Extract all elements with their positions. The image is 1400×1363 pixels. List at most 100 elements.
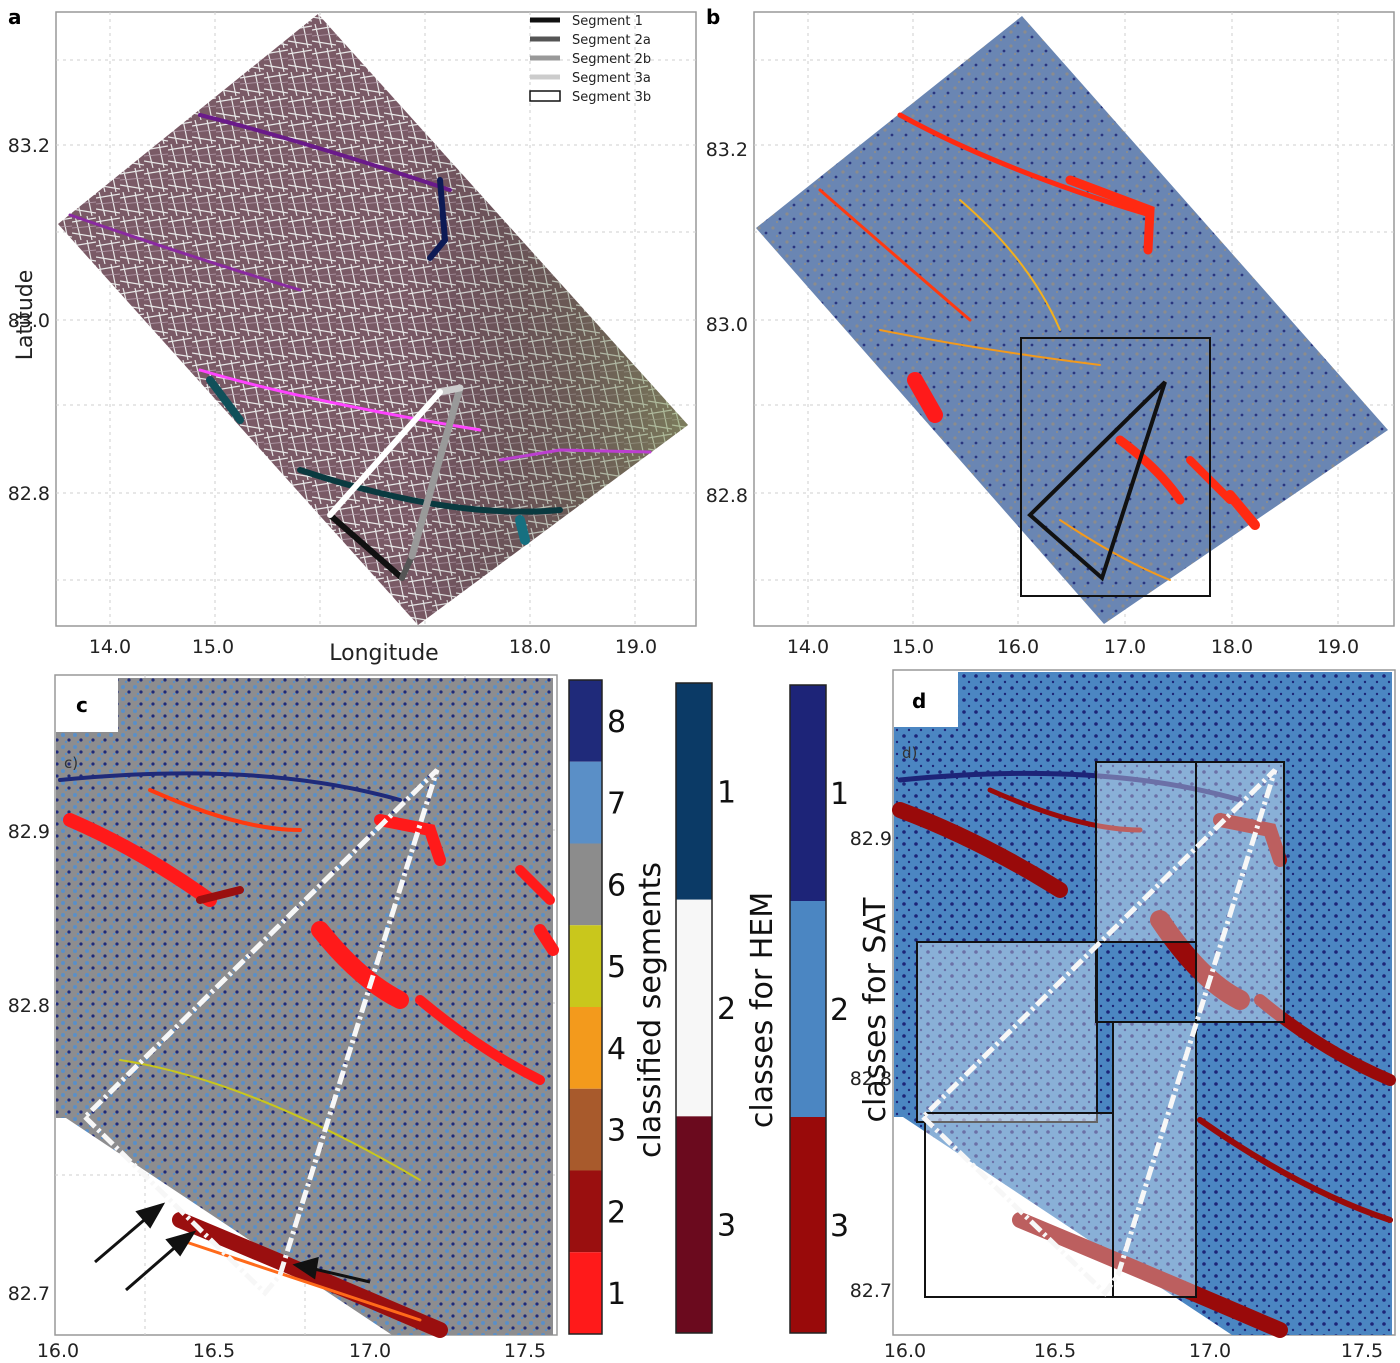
legend-entry: Segment 2b: [572, 52, 651, 67]
a-xtick: 14.0: [89, 636, 131, 658]
colorbar-hem-title: classes for HEM: [745, 892, 780, 1128]
sat-box: [1095, 761, 1197, 943]
panel-a-label: a: [8, 5, 22, 29]
colorbar-swatch: [790, 1117, 826, 1333]
legend-entry: Segment 3a: [572, 71, 651, 86]
panel-d: 16.0 16.5 17.0 17.5 82.9 82.8 82.7 d) d: [850, 669, 1396, 1362]
c-ytick: 82.7: [8, 1283, 50, 1305]
flight-track-outline: [1027, 380, 1167, 582]
b-ytick: 83.0: [706, 314, 748, 336]
panel-a: Segment 1 Segment 2a Segment 2b Segment 3a S…: [8, 5, 697, 666]
colorbar-swatch: [569, 761, 602, 844]
legend-entry: Segment 1: [572, 14, 643, 29]
panel-b-y-ticks: 83.2 83.0 82.8: [706, 139, 748, 507]
panel-c-leads: [58, 771, 559, 1338]
track-segment-2a: [399, 553, 415, 581]
colorbar-class-label: 8: [607, 705, 626, 740]
a-x-axis-label: Longitude: [329, 641, 438, 666]
panel-c-inner-label: c): [64, 754, 78, 772]
colorbar-swatch: [569, 1007, 602, 1089]
colorbar-class-label: 3: [717, 1209, 736, 1244]
c-xtick: 17.5: [504, 1340, 546, 1362]
colorbar-classified-segments: 8 7 6 5 4 3 2 1: [568, 679, 626, 1335]
c-ytick: 82.9: [8, 821, 50, 843]
colorbar-border: [789, 684, 827, 1334]
panel-c-x-ticks: 16.0 16.5 17.0 17.5: [37, 1340, 546, 1362]
colorbar-classes-hem: 1 2 3: [675, 682, 736, 1334]
track-segment-3a: [436, 384, 464, 396]
colorbar-swatch: [569, 1088, 602, 1171]
colorbar-class-label: 3: [607, 1114, 626, 1149]
sat-box: [924, 1112, 1114, 1298]
track-segment-3b: [327, 389, 443, 518]
b-ytick: 83.2: [706, 139, 748, 161]
a-ytick: 82.8: [8, 483, 50, 505]
flight-track-hem-classes: [83, 768, 440, 1297]
colorbar-swatch: [569, 680, 602, 762]
colorbar-swatch: [569, 1170, 602, 1253]
a-ytick: 83.0: [8, 310, 50, 332]
panel-a-y-ticks: 83.2 83.0 82.8: [8, 135, 50, 505]
c-xtick: 16.5: [193, 1340, 235, 1362]
d-ytick: 82.8: [850, 1068, 892, 1090]
panel-c-y-ticks: 82.9 82.8 82.7: [8, 821, 50, 1305]
colorbar-swatch: [676, 899, 712, 1117]
colorbar-sat-title: classes for SAT: [858, 897, 893, 1123]
panel-b-x-ticks: 14.0 15.0 16.0 17.0 18.0 19.0: [787, 636, 1359, 658]
d-xtick: 17.0: [1189, 1340, 1231, 1362]
d-xtick: 16.0: [884, 1340, 926, 1362]
panel-b-label: b: [706, 5, 720, 29]
b-ytick: 82.8: [706, 485, 748, 507]
colorbar-swatch: [569, 925, 602, 1007]
a-y-axis-label: Latitude: [13, 270, 38, 361]
d-ytick: 82.9: [850, 828, 892, 850]
b-xtick: 18.0: [1211, 636, 1253, 658]
c-xtick: 16.0: [37, 1340, 79, 1362]
colorbar-class-label: 7: [607, 787, 626, 822]
c-xtick: 17.0: [349, 1340, 391, 1362]
panel-a-leads: [68, 113, 652, 545]
panel-d-y-ticks: 82.9 82.8 82.7: [850, 828, 892, 1302]
sat-box: [1095, 941, 1197, 1023]
classified-map-b: [756, 16, 1388, 624]
panel-c: 16.0 16.5 17.0 17.5 82.9 82.8 82.7 c) c: [8, 674, 559, 1362]
colorbar-border: [568, 679, 603, 1335]
colorbar-swatch: [676, 683, 712, 900]
panel-c-label: c: [76, 693, 88, 717]
panel-d-inner-label: d): [902, 744, 917, 762]
b-xtick: 15.0: [892, 636, 934, 658]
colorbar-class-label: 2: [830, 993, 849, 1028]
panel-a-legend: Segment 1 Segment 2a Segment 2b Segment 3a S…: [529, 14, 651, 105]
colorbar-class-label: 6: [607, 868, 626, 903]
a-xtick: 19.0: [615, 636, 657, 658]
panel-b: 14.0 15.0 16.0 17.0 18.0 19.0 83.2 83.0 …: [706, 5, 1395, 658]
colorbar-swatch: [790, 685, 826, 901]
b-xtick: 17.0: [1104, 636, 1146, 658]
a-ytick: 83.2: [8, 135, 50, 157]
lead-arrows: [94, 1202, 371, 1292]
colorbar-classes-sat: 1 2 3: [789, 684, 849, 1334]
d-xtick: 17.5: [1341, 1340, 1383, 1362]
b-xtick: 14.0: [787, 636, 829, 658]
legend-entry: Segment 2a: [572, 33, 651, 48]
colorbar-class-label: 2: [607, 1195, 626, 1230]
colorbar-class-label: 2: [717, 992, 736, 1027]
flight-track-segments: [327, 384, 464, 581]
zoom-region-box: [1020, 337, 1211, 597]
d-ytick: 82.7: [850, 1280, 892, 1302]
d-xtick: 16.5: [1034, 1340, 1076, 1362]
panel-a-x-ticks: 14.0 15.0 18.0 19.0: [89, 636, 657, 658]
colorbar-class-label: 1: [717, 775, 736, 810]
colorbar-swatch: [676, 1116, 712, 1333]
a-xtick: 15.0: [192, 636, 234, 658]
colorbar-segments-title: classified segments: [633, 862, 668, 1158]
track-segment-1: [327, 512, 405, 581]
panel-d-leads: [892, 770, 1396, 1338]
colorbar-class-label: 5: [607, 950, 626, 985]
legend-entry: Segment 3b: [572, 90, 651, 105]
satellite-image-tint: [58, 14, 688, 625]
legend-swatch: [529, 90, 561, 102]
panel-d-x-ticks: 16.0 16.5 17.0 17.5: [884, 1340, 1383, 1362]
panel-d-label: d: [912, 689, 926, 713]
colorbar-class-label: 1: [830, 777, 849, 812]
